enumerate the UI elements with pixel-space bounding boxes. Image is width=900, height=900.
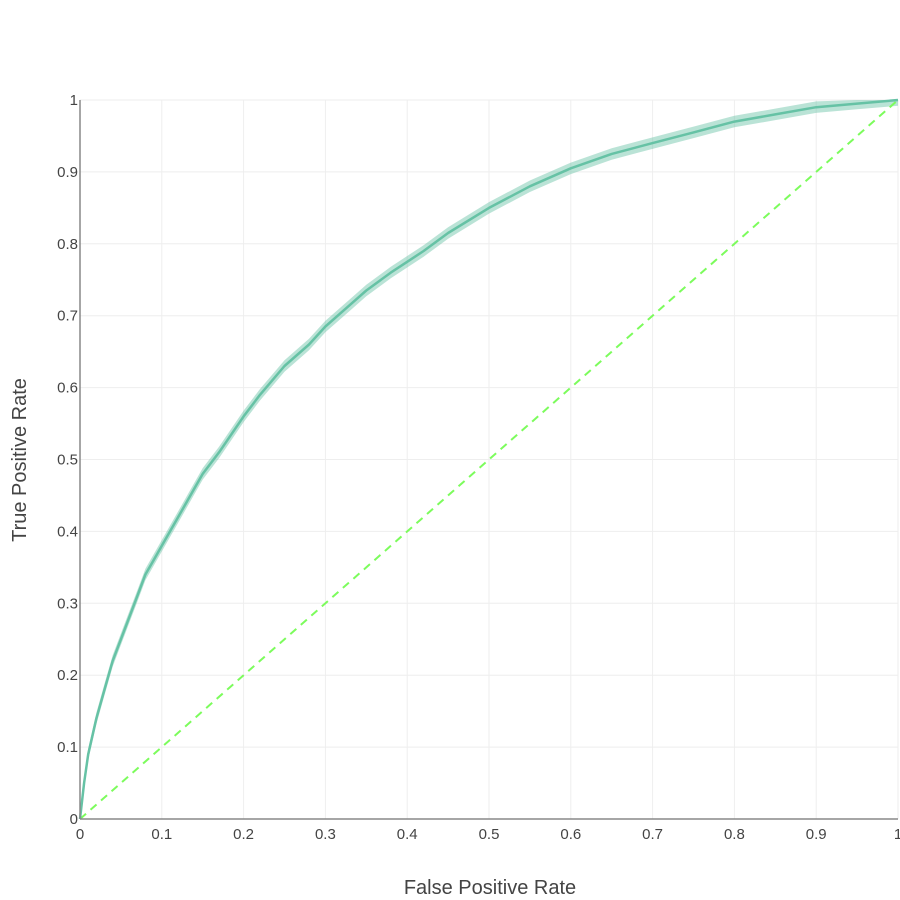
- y-tick-label: 0.1: [57, 739, 78, 756]
- y-axis-title: True Positive Rate: [9, 378, 31, 542]
- x-tick-label: 0.4: [397, 826, 418, 843]
- grid-lines: [80, 99, 899, 819]
- y-tick-label: 0.3: [57, 595, 78, 612]
- y-tick-label: 0: [70, 811, 78, 828]
- x-tick-label: 0.3: [315, 826, 336, 843]
- series-lines: [78, 98, 899, 820]
- y-tick-label: 0.2: [57, 667, 78, 684]
- roc-curve-line: [78, 98, 899, 820]
- y-tick-label: 0.8: [57, 236, 78, 253]
- x-tick-label: 1: [894, 826, 900, 843]
- x-tick-label: 0.6: [560, 826, 581, 843]
- x-tick-label: 0.8: [724, 826, 745, 843]
- x-tick-label: 0.1: [151, 826, 172, 843]
- axes: [79, 100, 898, 820]
- x-tick-label: 0.5: [479, 826, 500, 843]
- y-tick-label: 0.6: [57, 380, 78, 397]
- x-axis-title: False Positive Rate: [404, 877, 576, 899]
- y-tick-label: 0.5: [57, 452, 78, 469]
- x-tick-label: 0.2: [233, 826, 254, 843]
- y-tick-label: 0.4: [57, 523, 78, 540]
- x-tick-label: 0.9: [806, 826, 827, 843]
- y-tick-label: 0.7: [57, 308, 78, 325]
- y-tick-label: 0.9: [57, 164, 78, 181]
- y-tick-label: 1: [70, 92, 78, 109]
- x-tick-label: 0: [76, 826, 84, 843]
- tick-labels: 0 0.1 0.2 0.3 0.4 0.5 0.6 0.7 0.8 0.9 1 0 0.1 0.2 0.3 0…: [57, 92, 900, 843]
- x-tick-label: 0.7: [642, 826, 663, 843]
